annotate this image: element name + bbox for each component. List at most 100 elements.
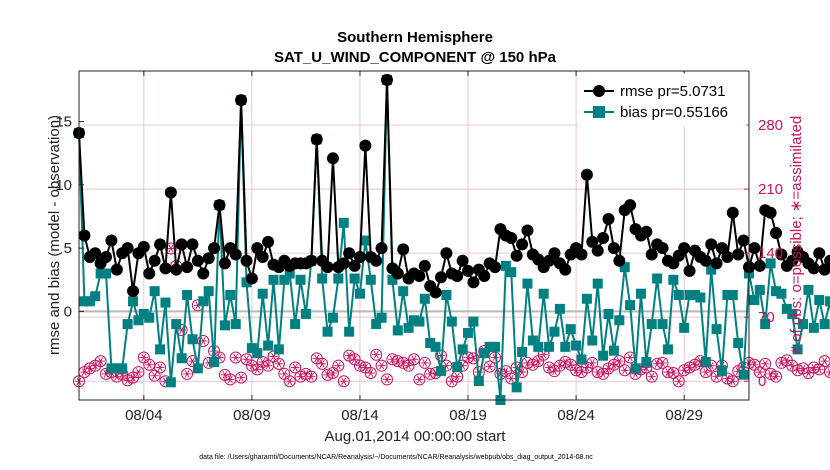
x-tick-label: 08/29 <box>665 407 703 424</box>
obs-assimilated-marker <box>820 357 829 365</box>
bias-point <box>517 346 528 357</box>
obs-possible-marker <box>337 375 350 388</box>
rmse-point <box>521 224 534 237</box>
asterisk-stroke <box>654 359 660 368</box>
bias-point <box>571 340 582 351</box>
rmse-point <box>240 254 253 267</box>
obs-possible-marker <box>764 367 777 380</box>
rmse-point <box>127 285 140 298</box>
asterisk-stroke <box>822 357 828 365</box>
asterisk-stroke <box>449 377 455 386</box>
obs-assimilated-marker <box>280 370 289 378</box>
legend: rmse pr=5.0731 bias pr=0.55166 <box>578 73 747 127</box>
rmse-point <box>489 261 502 274</box>
obs-assimilated-marker <box>658 359 667 367</box>
bias-point <box>490 341 501 352</box>
obs-possible-marker <box>289 361 302 374</box>
obs-possible-marker <box>413 373 426 386</box>
obs-assimilated-marker <box>312 354 321 363</box>
obs-assimilated-marker <box>528 360 538 369</box>
asterisk-stroke <box>730 377 736 386</box>
bias-point <box>138 308 149 319</box>
asterisk-stroke <box>352 355 358 364</box>
asterisk-stroke <box>389 355 395 364</box>
rmse-point <box>710 257 723 270</box>
asterisk-stroke <box>130 373 136 382</box>
bias-point <box>419 293 430 304</box>
obs-assimilated-marker <box>371 350 381 359</box>
bias-point <box>344 326 355 337</box>
obs-assimilated-marker <box>609 360 619 369</box>
rmse-point <box>597 232 610 245</box>
obs-assimilated-marker <box>523 359 532 367</box>
asterisk-stroke <box>411 355 417 364</box>
bias-point <box>84 296 95 307</box>
asterisk-stroke <box>551 367 557 376</box>
obs-assimilated-marker <box>804 369 813 377</box>
bias-point <box>803 284 814 295</box>
obs-assimilated-marker <box>361 363 370 372</box>
obs-assimilated-marker <box>242 355 251 364</box>
bias-point <box>452 362 463 373</box>
obs-possible-marker <box>316 357 329 370</box>
obs-possible-marker <box>94 355 107 368</box>
bias-point <box>284 268 295 279</box>
bias-point <box>787 308 798 319</box>
rmse-point <box>229 248 242 261</box>
bias-point <box>635 288 646 299</box>
obs-assimilated-marker <box>155 363 165 372</box>
rmse-point <box>721 251 734 264</box>
bias-point <box>246 343 257 354</box>
obs-assimilated-marker <box>771 372 781 381</box>
asterisk-stroke <box>325 370 331 379</box>
asterisk-stroke <box>146 360 152 369</box>
bias-point <box>776 288 787 299</box>
asterisk-stroke <box>751 360 757 369</box>
bias-point <box>371 319 382 330</box>
asterisk-stroke <box>768 370 774 378</box>
asterisk-stroke <box>244 355 249 364</box>
asterisk-stroke <box>265 361 271 370</box>
rmse-point <box>181 261 194 274</box>
bias-point <box>544 341 555 352</box>
asterisk-stroke <box>427 370 433 378</box>
bias-point <box>160 297 171 308</box>
y-tick-label: 5 <box>64 240 72 257</box>
bias-point <box>608 345 619 356</box>
obs-possible-marker <box>299 367 312 380</box>
asterisk-stroke <box>92 361 98 370</box>
obs-assimilated-marker <box>339 377 348 386</box>
bias-point <box>446 316 457 327</box>
bias-point <box>360 235 371 246</box>
legend-box <box>578 73 747 127</box>
asterisk-stroke <box>179 326 185 334</box>
obs-possible-marker <box>408 353 420 366</box>
bias-point <box>533 341 544 352</box>
rmse-point <box>478 269 491 282</box>
bias-point <box>414 316 425 327</box>
chart-subtitle: SAT_U_WIND_COMPONENT @ 150 hPa <box>274 49 557 66</box>
rmse-point <box>580 168 593 181</box>
rmse-point <box>586 235 599 248</box>
asterisk-stroke <box>341 377 347 386</box>
bias-point <box>149 286 160 297</box>
asterisk-stroke <box>222 370 228 379</box>
asterisk-stroke <box>238 373 244 382</box>
obs-possible-marker <box>678 364 691 377</box>
bias-point <box>317 273 328 284</box>
obs-assimilated-marker <box>145 360 154 369</box>
bias-point <box>506 267 517 278</box>
obs-assimilated-marker <box>544 363 554 372</box>
bias-point <box>300 308 311 319</box>
rmse-point <box>262 235 275 248</box>
obs-assimilated-marker <box>577 368 586 376</box>
rmse-point <box>435 271 448 284</box>
obs-assimilated-marker <box>598 370 608 378</box>
obs-assimilated-marker <box>344 351 354 360</box>
obs-possible-marker <box>305 370 318 383</box>
obs-assimilated-marker <box>501 367 511 376</box>
obs-assimilated-marker <box>593 368 602 376</box>
asterisk-stroke <box>724 374 730 383</box>
bias-point <box>565 324 576 335</box>
